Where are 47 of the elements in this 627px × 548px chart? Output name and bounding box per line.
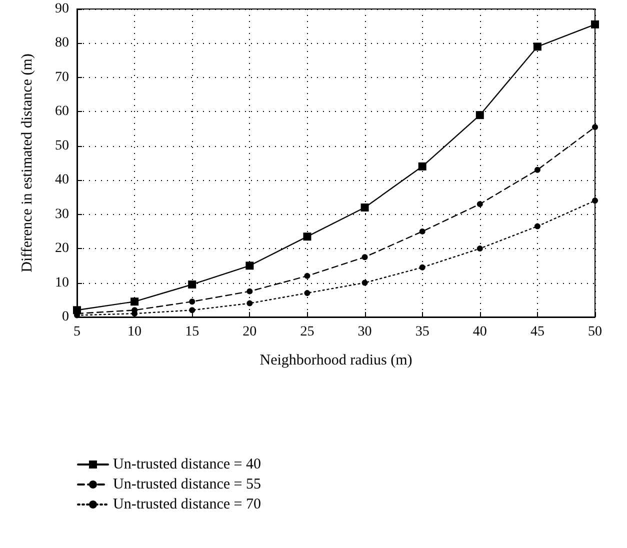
point (303, 232, 312, 241)
x-tick-label: 5 (74, 324, 80, 340)
point (304, 272, 310, 279)
x-tick-label: 20 (242, 324, 257, 340)
y-tick-label: 80 (55, 36, 69, 51)
point (189, 298, 196, 305)
point (360, 203, 369, 212)
x-tick-label: 40 (472, 324, 487, 340)
point (189, 307, 196, 314)
point (418, 162, 426, 170)
point (362, 254, 368, 260)
point (476, 246, 483, 252)
x-axis-title: Neighborhood radius (m) (260, 352, 412, 368)
point (476, 201, 483, 208)
x-tick-label: 10 (128, 324, 142, 340)
point (533, 42, 542, 51)
y-tick-label: 20 (55, 241, 69, 256)
point (419, 228, 426, 234)
point (188, 280, 196, 288)
y-tick-label: 10 (55, 275, 69, 290)
x-tick-label: 25 (300, 324, 314, 340)
y-axis-title: Difference in estimated distance (m) (20, 54, 36, 272)
point (246, 300, 253, 306)
y-tick-label: 30 (55, 206, 69, 222)
point (362, 280, 368, 286)
x-tick-label: 45 (530, 324, 544, 340)
x-tick-label: 30 (358, 324, 372, 340)
x-tick-label: 50 (588, 324, 602, 340)
y-tick-label: 90 (55, 2, 69, 16)
y-tick-label: 50 (55, 138, 69, 154)
point (534, 166, 540, 173)
y-tick-label: 40 (55, 172, 69, 188)
point (130, 298, 139, 306)
y-tick-label: 0 (62, 310, 69, 324)
point (419, 264, 426, 270)
point (246, 262, 254, 270)
y-tick-label: 60 (55, 104, 69, 120)
x-tick-label: 15 (185, 324, 200, 340)
point (246, 288, 253, 294)
point (304, 290, 310, 296)
point (476, 111, 484, 120)
legend-label: Un-trusted distance = 70 (113, 496, 262, 512)
y-tick-label: 70 (55, 70, 69, 85)
x-tick-label: 35 (415, 324, 430, 340)
legend-label: Un-trusted distance = 55 (113, 476, 262, 492)
point (534, 223, 540, 230)
legend-label: Un-trusted distance = 40 (113, 456, 262, 472)
